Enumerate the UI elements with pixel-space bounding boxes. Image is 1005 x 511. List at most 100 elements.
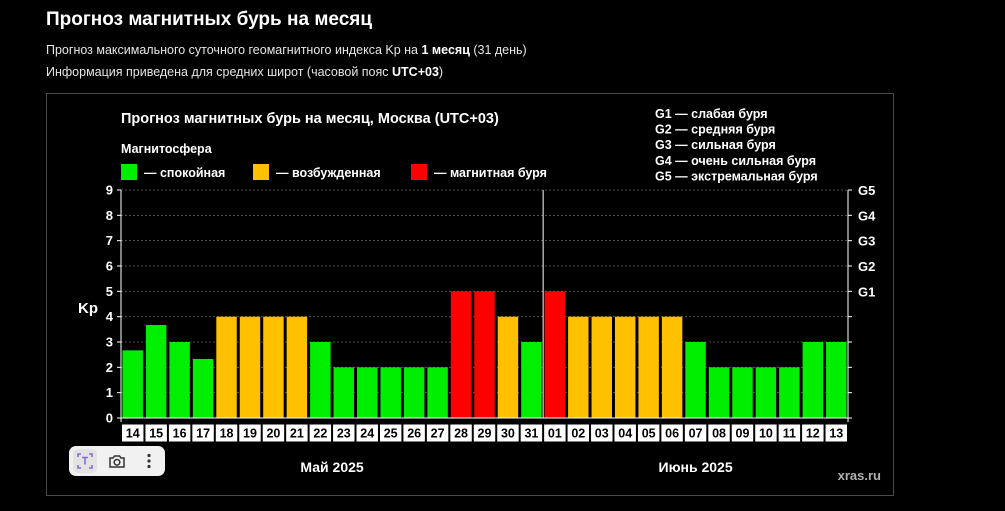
- y-tick-label: 0: [106, 411, 113, 426]
- text-select-icon: [77, 453, 93, 469]
- day-label-box: [730, 423, 755, 443]
- period-highlight: 1 месяц: [421, 43, 470, 57]
- camera-search-button[interactable]: [105, 449, 129, 473]
- day-label: 04: [618, 427, 632, 441]
- day-label: 18: [220, 427, 234, 441]
- bar-day-05: [638, 316, 659, 418]
- day-label: 16: [173, 427, 187, 441]
- day-label-box: [332, 423, 356, 443]
- timezone-highlight: UTC+03: [392, 65, 439, 79]
- g-level-label: G4: [858, 208, 876, 223]
- day-label-box: [261, 423, 286, 443]
- day-label: 08: [712, 427, 726, 441]
- bar-day-26: [403, 367, 425, 418]
- legend-label-quiet: — спокойная: [144, 166, 225, 180]
- text-select-button[interactable]: [73, 449, 97, 473]
- bar-day-10: [755, 367, 777, 418]
- day-label-box: [683, 423, 708, 443]
- bar-day-22: [310, 342, 331, 418]
- day-label: 07: [689, 427, 703, 441]
- day-label-box: [824, 423, 849, 443]
- day-label-box: [144, 423, 168, 443]
- day-label-box: [191, 423, 215, 443]
- day-label: 01: [548, 427, 562, 441]
- bar-day-03: [591, 316, 612, 418]
- bar-day-19: [239, 316, 261, 418]
- day-label: 06: [665, 427, 679, 441]
- bar-day-28: [450, 291, 472, 418]
- kp-forecast-chart: Прогноз магнитных бурь на месяц, Москва …: [78, 107, 881, 483]
- day-label-box: [472, 423, 497, 443]
- chart-container: Прогноз магнитных бурь на месяц, Москва …: [46, 93, 894, 496]
- bar-day-20: [263, 316, 284, 418]
- bar-day-25: [380, 367, 401, 418]
- day-label-box: [308, 423, 333, 443]
- day-label-box: [543, 423, 567, 443]
- y-tick-label: 1: [106, 385, 113, 400]
- bar-day-08: [708, 367, 730, 418]
- day-label: 20: [266, 427, 280, 441]
- day-label: 11: [783, 427, 796, 441]
- day-label-box: [378, 423, 403, 443]
- legend-title: Магнитосфера: [121, 142, 213, 156]
- watermark: xras.ru: [838, 468, 881, 483]
- storm-level-4: G4 — очень сильная буря: [655, 154, 816, 168]
- g-level-label: G2: [858, 259, 875, 274]
- day-label-box: [425, 423, 450, 443]
- day-label: 09: [736, 427, 750, 441]
- day-label: 27: [431, 427, 445, 441]
- day-label: 03: [595, 427, 609, 441]
- day-label: 29: [478, 427, 492, 441]
- day-label: 02: [571, 427, 585, 441]
- day-label: 24: [360, 427, 374, 441]
- day-label: 30: [501, 427, 515, 441]
- bar-day-24: [357, 367, 378, 418]
- bar-day-04: [614, 316, 636, 418]
- chart-title: Прогноз магнитных бурь на месяц, Москва …: [121, 111, 499, 127]
- day-label-box: [707, 423, 731, 443]
- more-options-button[interactable]: [137, 449, 161, 473]
- g-level-label: G5: [858, 183, 875, 198]
- day-label: 17: [196, 427, 210, 441]
- bar-day-12: [802, 342, 824, 418]
- y-tick-label: 8: [106, 208, 113, 223]
- day-label-box: [167, 423, 192, 443]
- bar-day-02: [568, 316, 589, 418]
- day-label: 25: [384, 427, 398, 441]
- page-title: Прогноз магнитных бурь на месяц: [46, 9, 373, 30]
- more-vertical-icon: [147, 453, 151, 469]
- bar-day-11: [779, 367, 800, 418]
- storm-level-3: G3 — сильная буря: [655, 138, 776, 152]
- g-level-label: G3: [858, 234, 875, 249]
- legend-swatch-storm: [411, 164, 427, 180]
- bar-day-18: [216, 316, 237, 418]
- forecast-description: Прогноз максимального суточного геомагни…: [46, 43, 527, 57]
- day-label-box: [613, 423, 637, 443]
- bar-day-27: [427, 367, 448, 418]
- y-tick-label: 6: [106, 259, 113, 274]
- day-label-box: [496, 423, 520, 443]
- bar-day-21: [286, 316, 308, 418]
- bar-day-14: [122, 350, 143, 418]
- storm-level-5: G5 — экстремальная буря: [655, 169, 818, 183]
- bar-day-23: [333, 367, 355, 418]
- day-label-box: [285, 423, 309, 443]
- day-label-box: [566, 423, 591, 443]
- bar-day-17: [192, 358, 214, 418]
- latitude-note: Информация приведена для средних широт (…: [46, 65, 444, 79]
- g-level-label: G1: [858, 284, 875, 299]
- bar-day-01: [544, 291, 566, 418]
- day-label: 21: [290, 427, 304, 441]
- y-tick-label: 7: [106, 233, 113, 248]
- bar-day-09: [732, 367, 753, 418]
- y-tick-label: 9: [106, 183, 113, 198]
- bar-day-15: [145, 325, 167, 418]
- day-label: 05: [642, 427, 656, 441]
- day-label-box: [214, 423, 239, 443]
- day-label: 14: [126, 427, 140, 441]
- day-label-box: [355, 423, 379, 443]
- bar-day-31: [521, 342, 542, 418]
- y-tick-label: 5: [106, 284, 113, 299]
- y-axis-label: Kp: [78, 300, 98, 317]
- month-label-1: Май 2025: [300, 459, 363, 475]
